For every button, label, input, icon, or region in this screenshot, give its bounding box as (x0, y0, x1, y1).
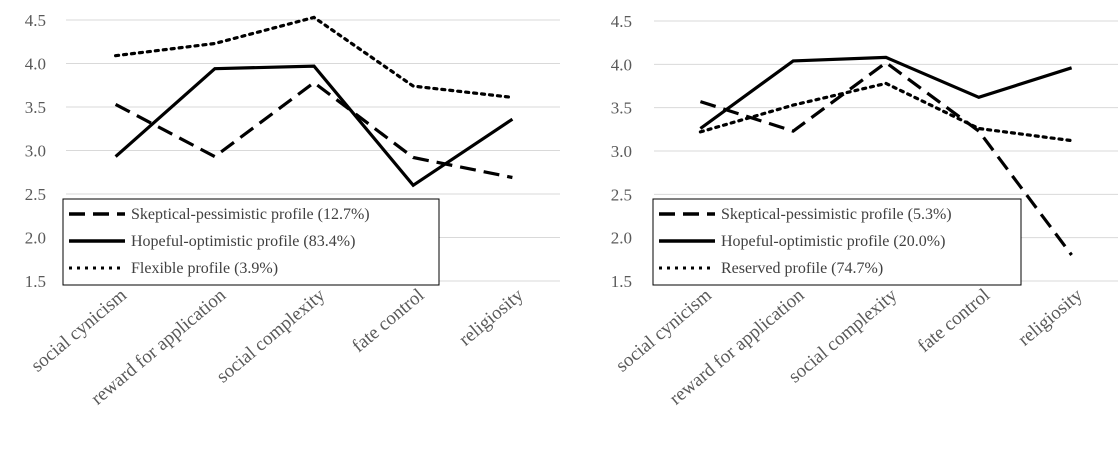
legend-entry: Reserved profile (74.7%) (721, 260, 883, 277)
y-tick-label: 3.0 (611, 142, 632, 161)
legend-entry: Skeptical-pessimistic profile (12.7%) (131, 206, 370, 223)
y-tick-label: 3.0 (25, 142, 46, 161)
x-category-label: social cynicism (27, 285, 131, 377)
legend-entry: Hopeful-optimistic profile (20.0%) (721, 233, 945, 250)
y-tick-label: 1.5 (611, 272, 632, 291)
y-tick-label: 4.0 (25, 55, 46, 74)
y-tick-label: 2.0 (25, 229, 46, 248)
x-category-label: social cynicism (612, 285, 716, 377)
series-line-dotted (113, 15, 515, 100)
x-category-label: religiosity (455, 284, 528, 350)
series-line-dashed (114, 80, 513, 180)
legend-entry: Flexible profile (3.9%) (131, 260, 278, 277)
legend-entry: Hopeful-optimistic profile (83.4%) (131, 233, 355, 250)
y-tick-label: 3.5 (611, 99, 632, 118)
y-tick-label: 4.5 (25, 11, 46, 30)
legend-entry: Skeptical-pessimistic profile (5.3%) (721, 206, 952, 223)
y-tick-label: 2.5 (25, 185, 46, 204)
x-category-label: fate control (914, 285, 994, 357)
y-tick-label: 2.5 (611, 185, 632, 204)
y-tick-label: 4.0 (611, 55, 632, 74)
y-tick-label: 2.0 (611, 229, 632, 248)
y-tick-label: 3.5 (25, 98, 46, 117)
series-line-solid (114, 64, 514, 188)
x-category-label: fate control (348, 285, 428, 357)
series-line-solid (699, 55, 1073, 130)
legend-box (62, 198, 440, 286)
y-tick-label: 1.5 (25, 272, 46, 291)
x-category-label: social complexity (213, 284, 330, 387)
y-tick-label: 4.5 (611, 12, 632, 31)
x-category-label: religiosity (1014, 284, 1087, 350)
series-line-dotted (698, 81, 1074, 143)
